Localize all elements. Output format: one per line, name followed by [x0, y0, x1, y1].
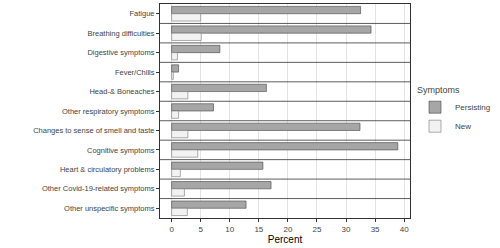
svg-text:15: 15	[254, 225, 263, 234]
svg-text:25: 25	[313, 225, 322, 234]
svg-text:Fatigue: Fatigue	[129, 9, 154, 18]
svg-text:Percent: Percent	[268, 234, 303, 245]
svg-text:Heart & circulatory problems: Heart & circulatory problems	[60, 165, 155, 174]
svg-text:Head-& Boneaches: Head-& Boneaches	[89, 87, 154, 96]
svg-text:Fever/Chills: Fever/Chills	[115, 68, 155, 77]
svg-text:5: 5	[198, 225, 203, 234]
svg-text:40: 40	[400, 225, 409, 234]
svg-text:Breathing difficulties: Breathing difficulties	[88, 29, 155, 38]
svg-text:Other unspecific symptoms: Other unspecific symptoms	[64, 204, 155, 213]
svg-text:20: 20	[283, 225, 292, 234]
svg-text:Other respiratory symptoms: Other respiratory symptoms	[62, 107, 155, 116]
svg-text:New: New	[455, 122, 471, 131]
svg-text:10: 10	[225, 225, 234, 234]
svg-text:Other Covid-19-related symptom: Other Covid-19-related symptoms	[42, 184, 155, 193]
svg-text:30: 30	[342, 225, 351, 234]
svg-text:Symptoms: Symptoms	[417, 85, 460, 95]
svg-text:Digestive symptoms: Digestive symptoms	[87, 48, 154, 57]
svg-text:Persisting: Persisting	[455, 103, 490, 112]
svg-text:0: 0	[169, 225, 174, 234]
svg-text:Changes to sense of smell and: Changes to sense of smell and taste	[33, 126, 154, 135]
svg-text:Cognitive symptoms: Cognitive symptoms	[87, 146, 155, 155]
svg-text:35: 35	[371, 225, 380, 234]
